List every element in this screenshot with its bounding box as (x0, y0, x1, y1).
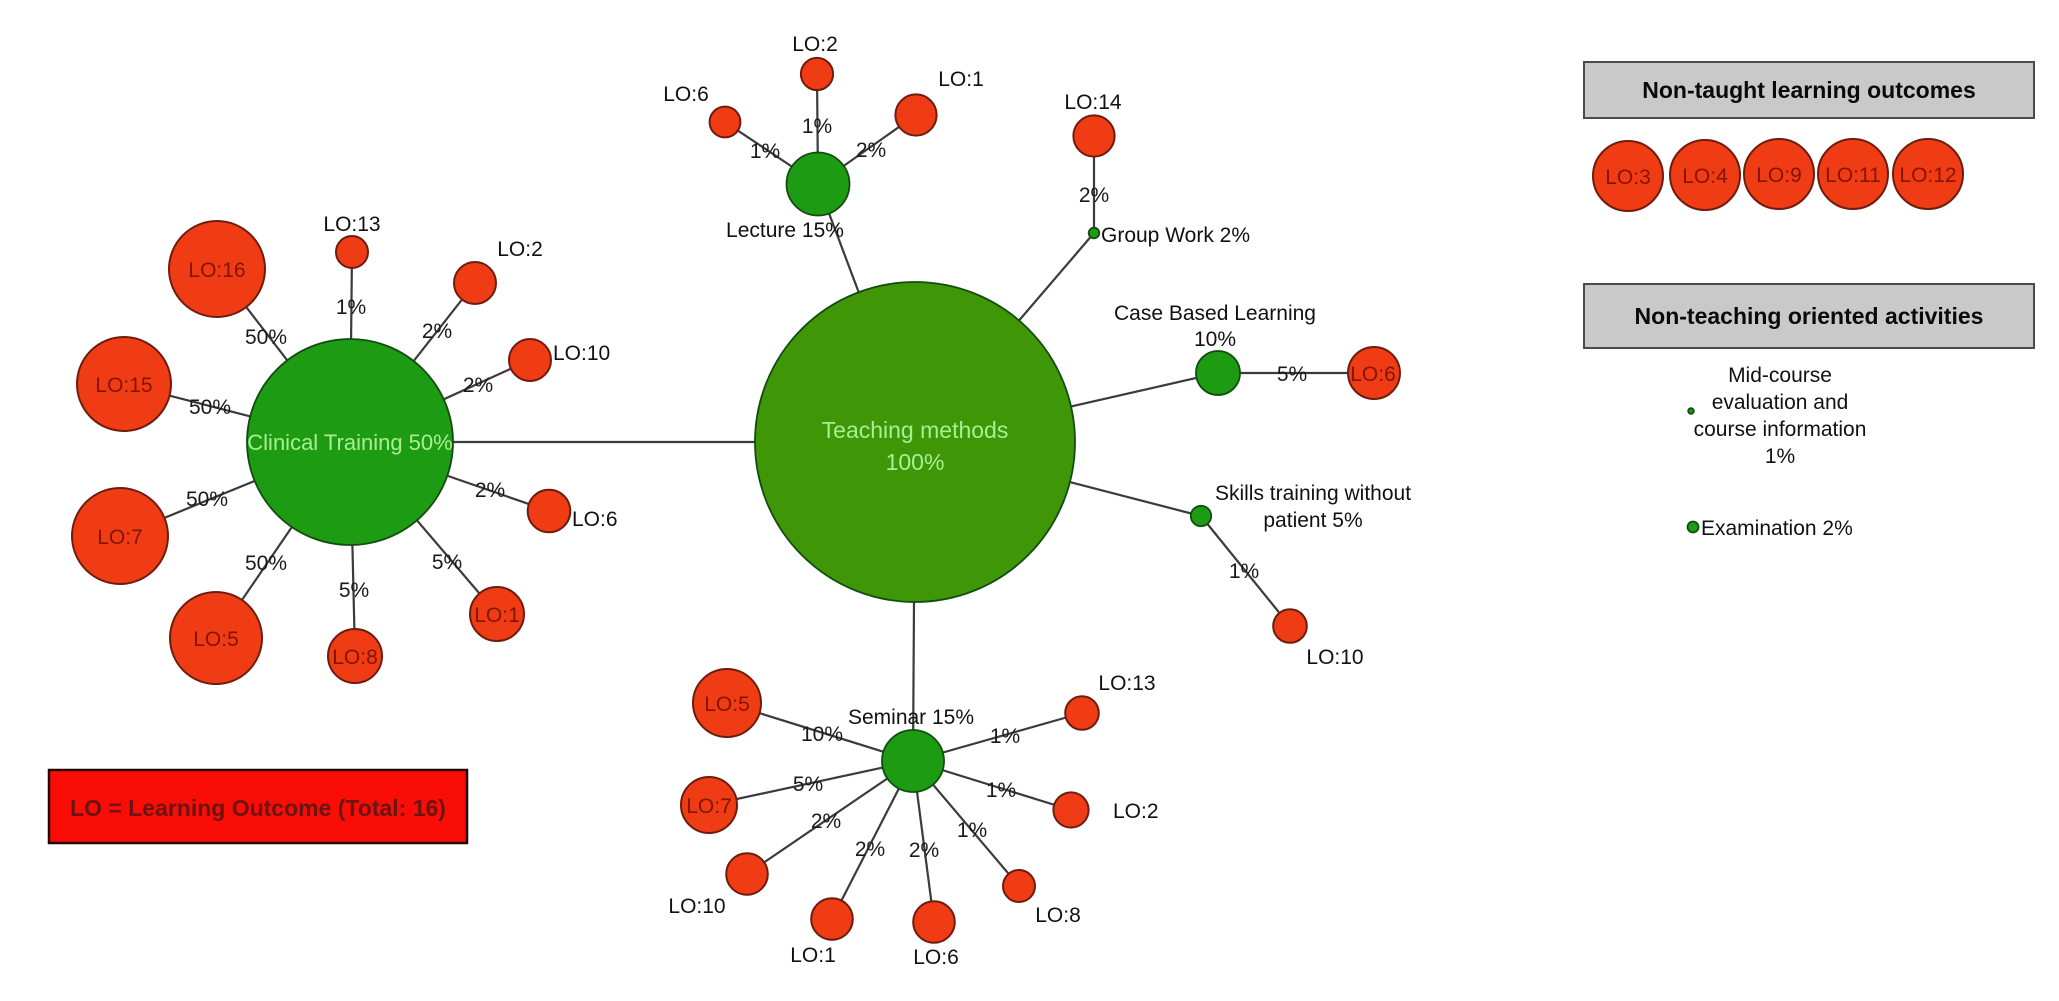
svg-text:Skills training without: Skills training without (1215, 482, 1411, 505)
svg-text:2%: 2% (856, 139, 886, 162)
svg-text:LO:2: LO:2 (792, 33, 838, 56)
svg-text:LO:10: LO:10 (1306, 646, 1363, 669)
svg-text:evaluation and: evaluation and (1712, 391, 1849, 414)
svg-text:50%: 50% (245, 552, 287, 575)
svg-text:2%: 2% (811, 810, 841, 833)
svg-text:LO:5: LO:5 (193, 628, 239, 651)
svg-text:Seminar 15%: Seminar 15% (848, 706, 974, 729)
svg-text:LO:13: LO:13 (1098, 672, 1155, 695)
svg-text:LO:2: LO:2 (497, 238, 543, 261)
svg-text:Teaching methods: Teaching methods (822, 417, 1009, 443)
svg-text:2%: 2% (1079, 184, 1109, 207)
svg-text:Group Work 2%: Group Work 2% (1101, 224, 1250, 247)
svg-text:1%: 1% (986, 779, 1016, 802)
svg-text:LO:3: LO:3 (1605, 166, 1651, 189)
svg-text:Clinical Training 50%: Clinical Training 50% (247, 430, 452, 455)
svg-text:LO = Learning Outcome (Total:: LO = Learning Outcome (Total: 16) (70, 795, 446, 821)
svg-text:Non-taught learning outcomes: Non-taught learning outcomes (1642, 77, 1976, 103)
svg-text:5%: 5% (432, 551, 462, 574)
svg-text:5%: 5% (1277, 363, 1307, 386)
svg-text:LO:6: LO:6 (663, 83, 709, 106)
svg-text:1%: 1% (750, 140, 780, 163)
svg-text:LO:10: LO:10 (668, 895, 725, 918)
svg-text:LO:6: LO:6 (913, 946, 959, 969)
svg-text:LO:7: LO:7 (686, 795, 732, 818)
svg-text:LO:8: LO:8 (332, 646, 378, 669)
svg-text:2%: 2% (855, 838, 885, 861)
svg-text:LO:16: LO:16 (188, 259, 245, 282)
svg-text:Non-teaching oriented activiti: Non-teaching oriented activities (1635, 303, 1984, 329)
svg-text:LO:2: LO:2 (1113, 800, 1159, 823)
svg-text:Examination 2%: Examination 2% (1701, 517, 1853, 540)
svg-text:1%: 1% (1765, 445, 1795, 468)
svg-text:1%: 1% (336, 296, 366, 319)
svg-text:LO:11: LO:11 (1825, 164, 1881, 187)
svg-text:2%: 2% (909, 839, 939, 862)
svg-text:2%: 2% (475, 479, 505, 502)
svg-text:100%: 100% (886, 449, 945, 475)
svg-text:LO:4: LO:4 (1682, 165, 1728, 188)
svg-text:5%: 5% (793, 773, 823, 796)
svg-text:10%: 10% (1194, 328, 1236, 351)
svg-text:LO:1: LO:1 (474, 604, 520, 627)
svg-text:50%: 50% (245, 326, 287, 349)
svg-text:Mid-course: Mid-course (1728, 364, 1832, 387)
svg-text:50%: 50% (189, 396, 231, 419)
svg-text:1%: 1% (802, 115, 832, 138)
svg-text:patient 5%: patient 5% (1263, 509, 1362, 532)
svg-text:Case Based Learning: Case Based Learning (1114, 302, 1316, 325)
svg-text:LO:12: LO:12 (1899, 164, 1956, 187)
svg-text:50%: 50% (186, 488, 228, 511)
svg-text:LO:13: LO:13 (323, 213, 380, 236)
svg-text:LO:6: LO:6 (572, 508, 618, 531)
svg-text:1%: 1% (957, 819, 987, 842)
svg-text:LO:10: LO:10 (553, 342, 610, 365)
svg-text:2%: 2% (422, 320, 452, 343)
svg-text:LO:5: LO:5 (704, 693, 750, 716)
svg-text:course information: course information (1694, 418, 1867, 441)
svg-text:5%: 5% (339, 579, 369, 602)
svg-text:LO:1: LO:1 (790, 944, 836, 967)
svg-text:LO:15: LO:15 (95, 374, 152, 397)
svg-text:1%: 1% (1229, 560, 1259, 583)
svg-text:LO:8: LO:8 (1035, 904, 1081, 927)
svg-text:LO:9: LO:9 (1756, 164, 1802, 187)
svg-text:LO:1: LO:1 (938, 68, 984, 91)
svg-text:2%: 2% (463, 374, 493, 397)
svg-text:1%: 1% (990, 725, 1020, 748)
svg-text:LO:7: LO:7 (97, 526, 143, 549)
svg-text:LO:6: LO:6 (1350, 363, 1396, 386)
svg-text:10%: 10% (801, 723, 843, 746)
svg-text:Lecture 15%: Lecture 15% (726, 219, 844, 242)
svg-text:LO:14: LO:14 (1064, 91, 1122, 114)
